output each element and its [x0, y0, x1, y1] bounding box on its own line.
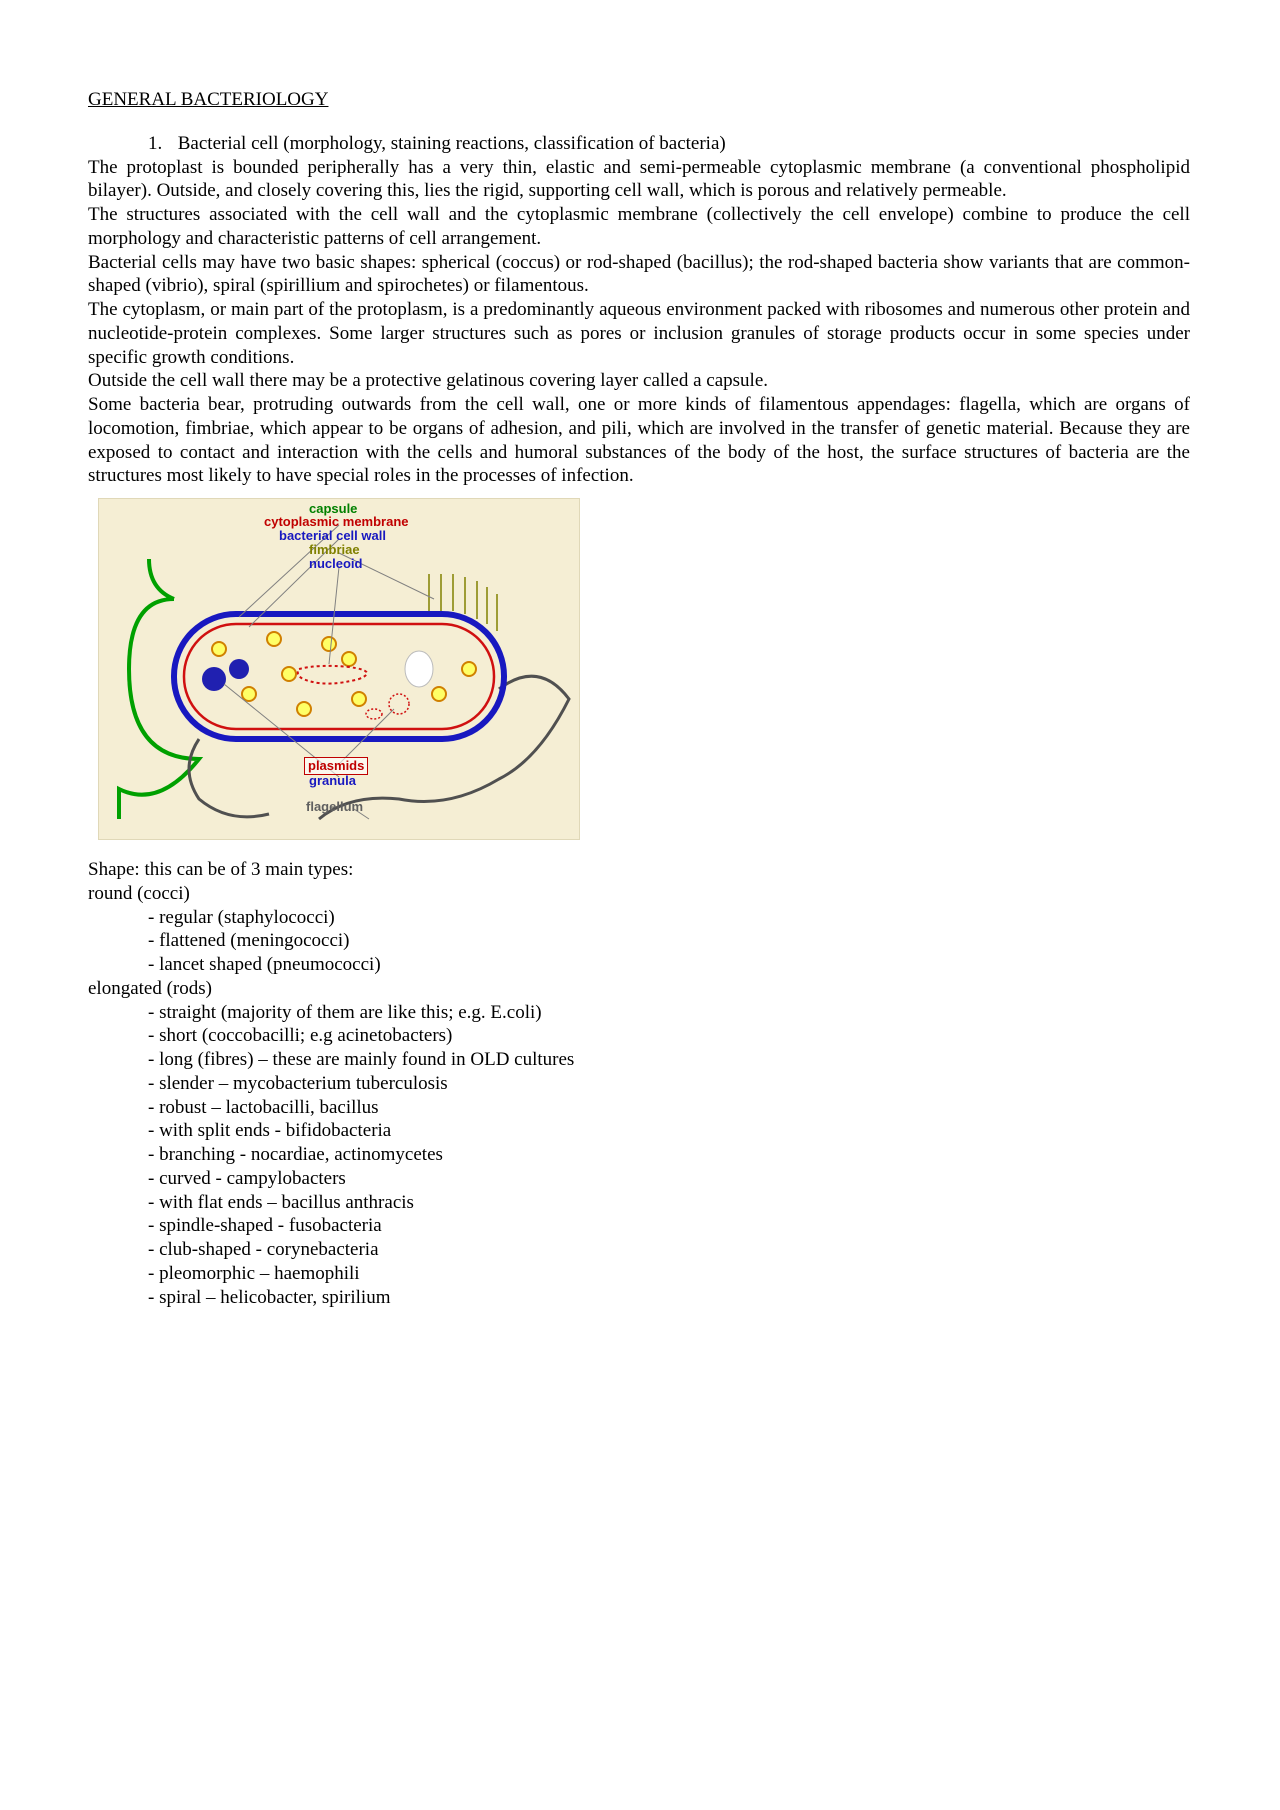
list-item: curved - campylobacters — [148, 1167, 1190, 1191]
numbered-list: 1. Bacterial cell (morphology, staining … — [88, 132, 1190, 156]
shape2-list: straight (majority of them are like this… — [88, 1001, 1190, 1310]
list-item: robust – lactobacilli, bacillus — [148, 1096, 1190, 1120]
list-item: regular (staphylococci) — [148, 906, 1190, 930]
list-item: flattened (meningococci) — [148, 929, 1190, 953]
list-item: spiral – helicobacter, spirilium — [148, 1286, 1190, 1310]
capsule-shape — [119, 599, 199, 819]
list-number: 1. — [148, 132, 173, 156]
flagellum-left — [189, 739, 269, 817]
list-item: slender – mycobacterium tuberculosis — [148, 1072, 1190, 1096]
shape-type-1: round (cocci) — [88, 882, 1190, 906]
fimbriae-group — [429, 574, 497, 631]
list-item: with split ends - bifidobacteria — [148, 1119, 1190, 1143]
granule-2 — [229, 659, 249, 679]
document-page: GENERAL BACTERIOLOGY 1. Bacterial cell (… — [0, 0, 1280, 1810]
bacterial-cell-diagram: capsule cytoplasmic membrane bacterial c… — [98, 498, 580, 840]
paragraph-2: The structures associated with the cell … — [88, 203, 1190, 251]
list-item: short (coccobacilli; e.g acinetobacters) — [148, 1024, 1190, 1048]
paragraph-3: Bacterial cells may have two basic shape… — [88, 251, 1190, 299]
list-item: long (fibres) – these are mainly found i… — [148, 1048, 1190, 1072]
list-item: club-shaped - corynebacteria — [148, 1238, 1190, 1262]
paragraph-1: The protoplast is bounded peripherally h… — [88, 156, 1190, 204]
list-heading: Bacterial cell (morphology, staining rea… — [178, 133, 726, 154]
label-flagellum: flagellum — [306, 799, 363, 815]
nucleoid — [298, 666, 367, 684]
shape1-list: regular (staphylococci) flattened (menin… — [88, 906, 1190, 977]
vacuole — [405, 651, 433, 687]
plasmid-2 — [366, 709, 382, 719]
capsule-shape-top — [149, 559, 174, 599]
paragraph-4: The cytoplasm, or main part of the proto… — [88, 298, 1190, 369]
list-item: spindle-shaped - fusobacteria — [148, 1214, 1190, 1238]
paragraph-6: Some bacteria bear, protruding outwards … — [88, 393, 1190, 488]
label-granula: granula — [309, 773, 356, 789]
granule-1 — [202, 667, 226, 691]
paragraph-5: Outside the cell wall there may be a pro… — [88, 369, 1190, 393]
shape-intro: Shape: this can be of 3 main types: — [88, 858, 1190, 882]
shape-type-2: elongated (rods) — [88, 977, 1190, 1001]
list-item: branching - nocardiae, actinomycetes — [148, 1143, 1190, 1167]
list-item: with flat ends – bacillus anthracis — [148, 1191, 1190, 1215]
ribosomes-group — [212, 632, 476, 716]
cytoplasmic-membrane — [184, 624, 494, 729]
page-title: GENERAL BACTERIOLOGY — [88, 88, 1190, 112]
list-item: pleomorphic – haemophili — [148, 1262, 1190, 1286]
label-nucleoid: nucleoid — [309, 556, 362, 572]
list-item: straight (majority of them are like this… — [148, 1001, 1190, 1025]
list-item: lancet shaped (pneumococci) — [148, 953, 1190, 977]
